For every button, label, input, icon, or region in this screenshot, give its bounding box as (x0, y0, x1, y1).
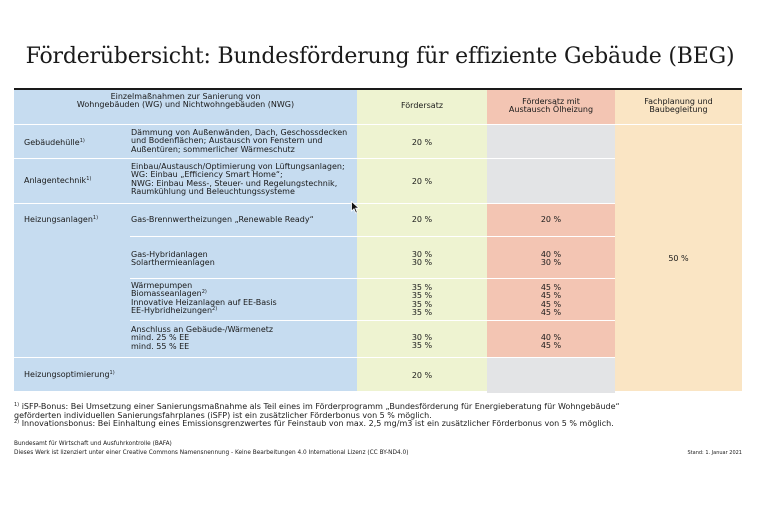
header-rate: Fördersatz (400, 101, 444, 110)
desc-gas-brennwert: Gas-Brennwertheizungen „Renewable Ready“ (131, 215, 314, 224)
footnote-1: 1) iSFP-Bonus: Bei Umsetzung einer Sanie… (14, 402, 620, 420)
rate-waermepumpen: 35 % 35 % 35 % 35 % (411, 283, 433, 318)
oil-rate-waermenetz: 40 % 45 % (540, 333, 562, 351)
empty-cell (487, 159, 615, 204)
empty-cell (487, 125, 615, 159)
oil-rate-hybrid-solar: 40 % 30 % (540, 250, 562, 268)
desc-waermenetz: Anschluss an Gebäude-/Wärmenetz mind. 25… (131, 325, 274, 351)
header-planning: Fachplanung und Baubegleitung (644, 97, 713, 115)
rate-heizungsoptimierung: 20 % (411, 371, 433, 380)
rate-gebaeudehuelle: 20 % (411, 138, 433, 147)
stand-date: Stand: 1. Januar 2021 (687, 450, 743, 456)
mouse-cursor-icon (351, 201, 360, 214)
header-oil-replacement: Fördersatz mit Austausch Ölheizung (508, 97, 594, 115)
rate-hybrid-solar: 30 % 30 % (411, 250, 433, 268)
license: Dieses Werk ist lizenziert unter einer C… (14, 450, 409, 456)
planning-value: 50 % (668, 254, 689, 263)
rate-column (357, 90, 487, 391)
planning-column (615, 90, 742, 391)
publisher: Bundesamt für Wirtschaft und Ausfuhrkont… (14, 441, 172, 447)
funding-table: Einzelmaßnahmen zur Sanierung von Wohnge… (14, 88, 742, 393)
measures-column (14, 90, 357, 391)
desc-gebaeudehuelle: Dämmung von Außenwänden, Dach, Geschossd… (131, 128, 348, 154)
category-gebaeudehuelle: Gebäudehülle1) (24, 138, 85, 147)
desc-anlagentechnik: Einbau/Austausch/Optimierung von Lüftung… (131, 162, 345, 197)
header-measures: Einzelmaßnahmen zur Sanierung von Wohnge… (76, 92, 295, 110)
page-title: Förderübersicht: Bundesförderung für eff… (25, 44, 735, 69)
category-heizungsanlagen: Heizungsanlagen1) (24, 215, 99, 224)
oil-rate-waermepumpen: 45 % 45 % 45 % 45 % (540, 283, 562, 318)
desc-hybrid-solar: Gas-Hybridanlagen Solarthermieanlagen (131, 250, 215, 268)
rate-waermenetz: 30 % 35 % (411, 333, 433, 351)
oil-rate-gas-brennwert: 20 % (540, 215, 562, 224)
category-heizungsoptimierung: Heizungsoptimierung1) (24, 370, 115, 379)
category-anlagentechnik: Anlagentechnik1) (24, 176, 92, 185)
rate-anlagentechnik: 20 % (411, 177, 433, 186)
empty-cell (487, 358, 615, 393)
desc-waermepumpen: Wärmepumpen Biomasseanlagen2) Innovative… (131, 281, 277, 316)
rate-gas-brennwert: 20 % (411, 215, 433, 224)
footnote-2: 2) Innovationsbonus: Bei Einhaltung eine… (14, 419, 614, 428)
